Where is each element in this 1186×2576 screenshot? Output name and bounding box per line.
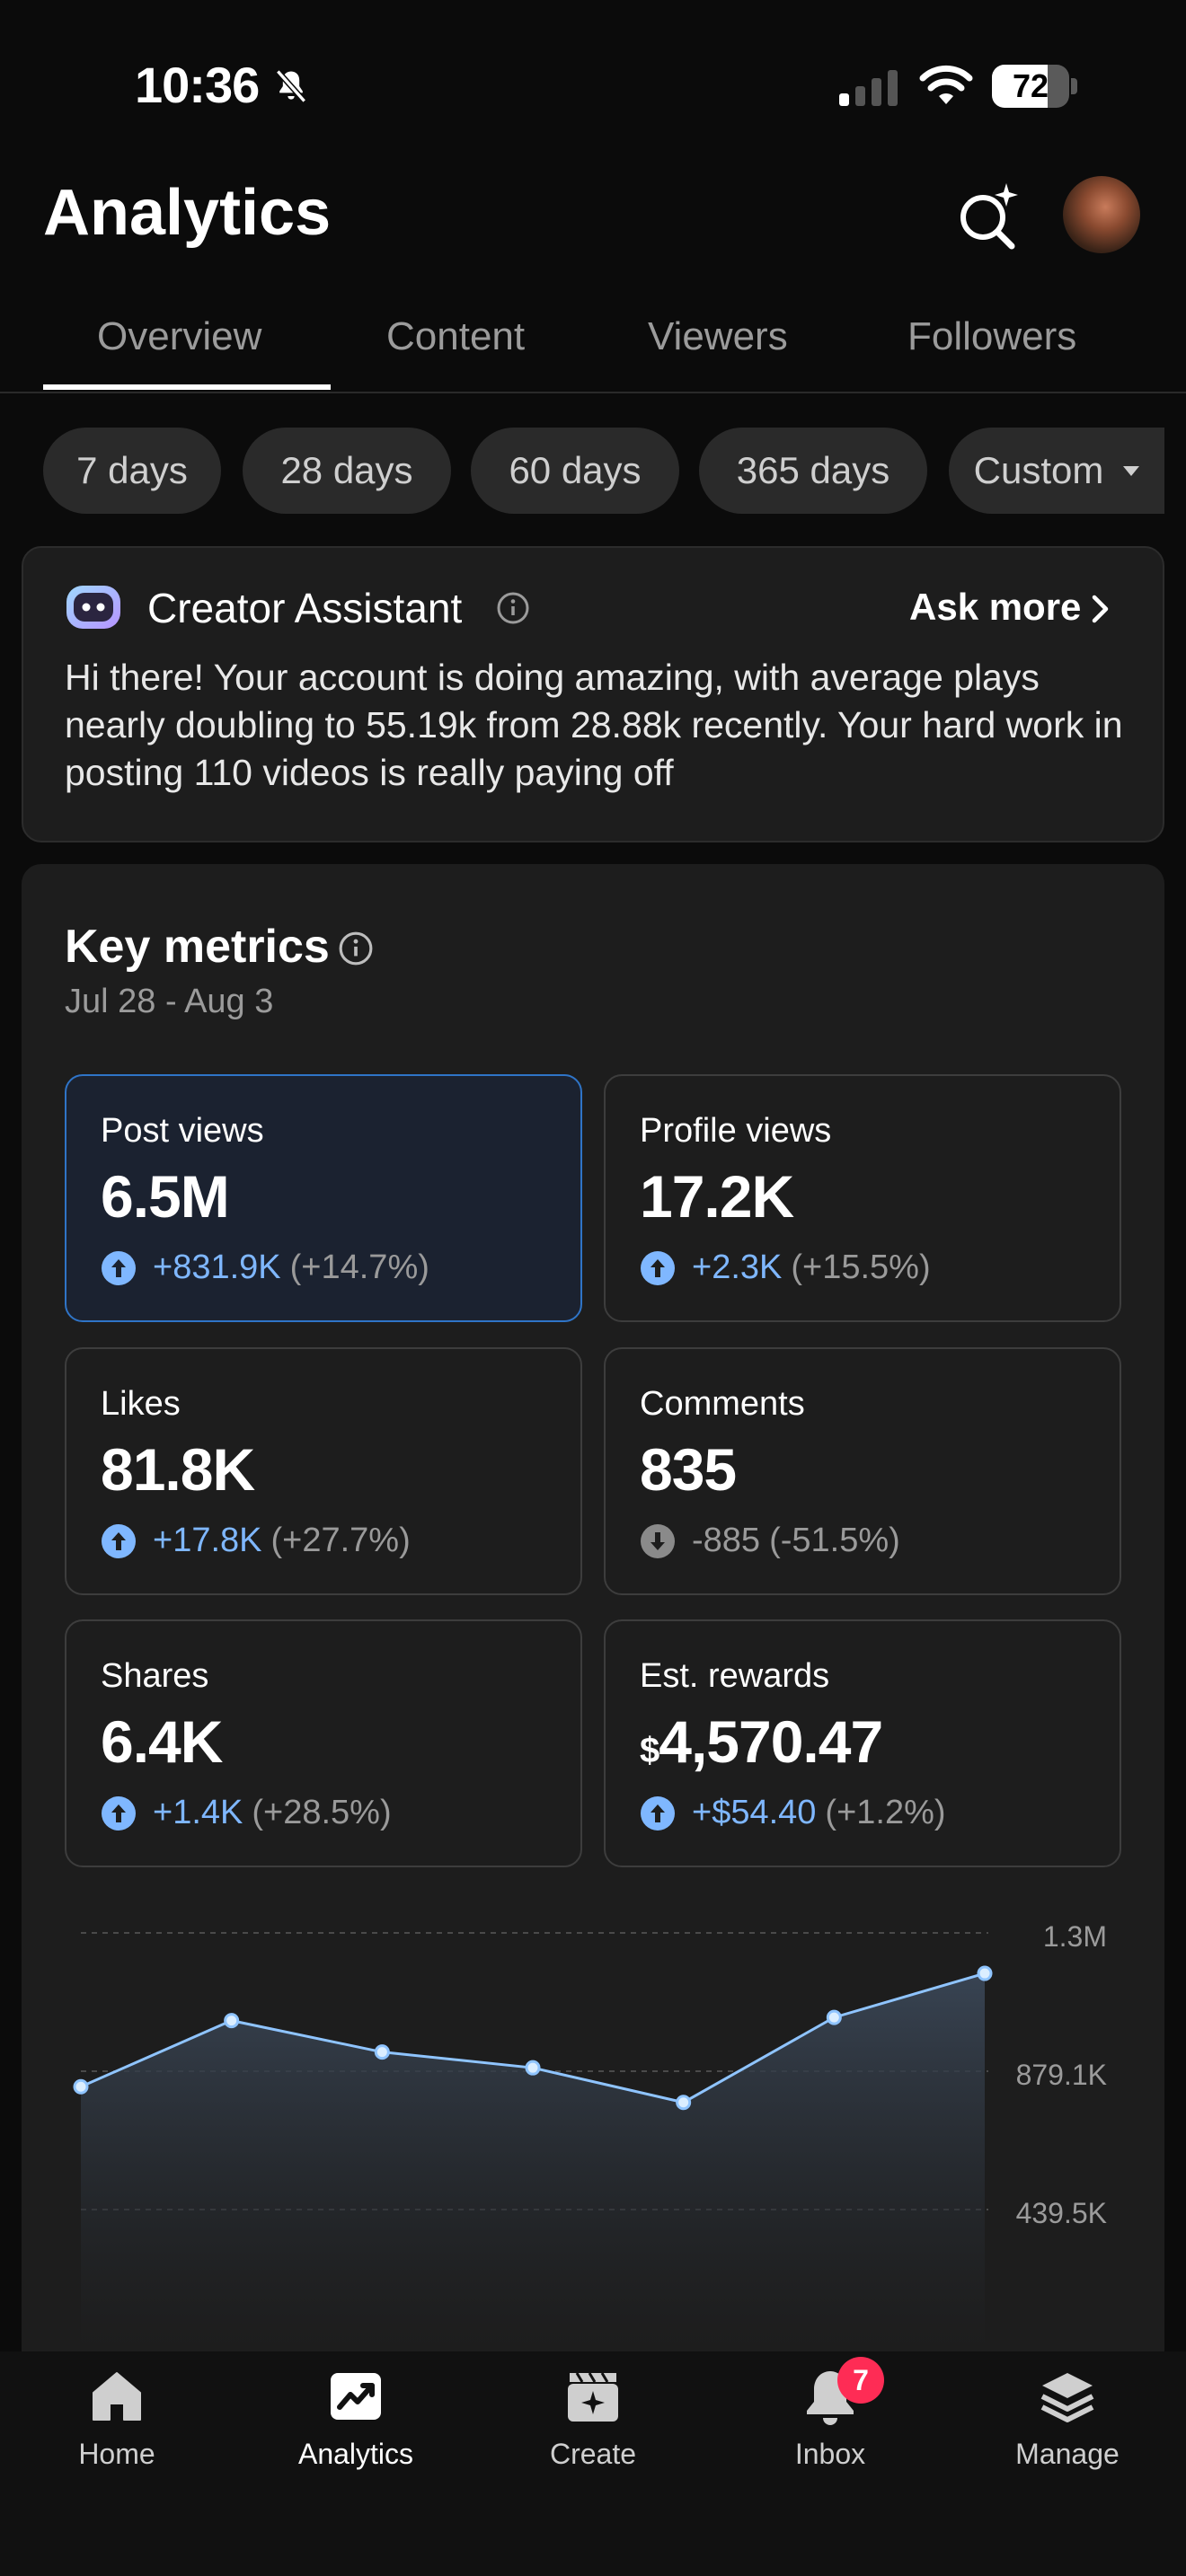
- chart-point[interactable]: [525, 2060, 541, 2076]
- nav-manage[interactable]: Manage: [978, 2368, 1157, 2471]
- creator-assistant-card: [22, 546, 1164, 842]
- post-views-chart: [73, 1932, 993, 2348]
- metric-change: +17.8K (+27.7%): [101, 1522, 411, 1560]
- tab-content[interactable]: Content: [386, 314, 526, 358]
- metric-label: Likes: [101, 1385, 181, 1423]
- metric-label: Profile views: [640, 1112, 832, 1150]
- metric-change: +$54.40 (+1.2%): [640, 1794, 946, 1832]
- info-icon[interactable]: [496, 591, 530, 625]
- metric-card-comments[interactable]: Comments 835 -885 (-51.5%): [604, 1347, 1121, 1595]
- metric-card-est-rewards[interactable]: Est. rewards $4,570.47 +$54.40 (+1.2%): [604, 1619, 1121, 1867]
- metric-value: 6.4K: [101, 1708, 223, 1775]
- y-tick-label: 879.1K: [1015, 2059, 1107, 2091]
- arrow-up-icon: [102, 1523, 136, 1558]
- ai-search-icon[interactable]: [952, 180, 1024, 251]
- nav-label: Manage: [1015, 2438, 1120, 2470]
- chart-point[interactable]: [374, 2044, 390, 2060]
- inbox-badge: 7: [837, 2357, 884, 2404]
- nav-home[interactable]: Home: [27, 2368, 207, 2471]
- chart-point[interactable]: [977, 1965, 993, 1981]
- chart-point[interactable]: [224, 2013, 240, 2029]
- wifi-icon: [919, 65, 973, 104]
- status-time: 10:36: [135, 57, 260, 113]
- assistant-bot-icon: [66, 586, 120, 629]
- chip-60-days[interactable]: 60 days: [471, 428, 679, 514]
- metric-change: +831.9K (+14.7%): [101, 1248, 429, 1287]
- avatar[interactable]: [1063, 176, 1140, 253]
- chip-custom[interactable]: Custom: [949, 428, 1164, 514]
- metric-card-profile-views[interactable]: Profile views 17.2K +2.3K (+15.5%): [604, 1074, 1121, 1322]
- metric-card-shares[interactable]: Shares 6.4K +1.4K (+28.5%): [65, 1619, 582, 1867]
- chevron-right-icon[interactable]: [1089, 593, 1112, 625]
- ask-more-link[interactable]: Ask more: [909, 586, 1082, 628]
- metric-change: +1.4K (+28.5%): [101, 1794, 392, 1832]
- analytics-icon: [331, 2373, 381, 2420]
- metric-label: Shares: [101, 1657, 209, 1695]
- arrow-up-icon: [102, 1795, 136, 1831]
- metric-value: 835: [640, 1436, 737, 1503]
- chart-point[interactable]: [676, 2095, 692, 2111]
- assistant-message: Hi there! Your account is doing amazing,…: [65, 657, 1123, 793]
- metric-card-likes[interactable]: Likes 81.8K +17.8K (+27.7%): [65, 1347, 582, 1595]
- tab-followers[interactable]: Followers: [907, 314, 1077, 358]
- battery-level: 72: [1012, 67, 1049, 104]
- arrow-up-icon: [641, 1795, 675, 1831]
- arrow-up-icon: [102, 1250, 136, 1285]
- assistant-title: Creator Assistant: [147, 585, 463, 631]
- tab-viewers[interactable]: Viewers: [648, 314, 788, 358]
- date-range: Jul 28 - Aug 3: [65, 983, 274, 1020]
- arrow-down-icon: [641, 1523, 675, 1558]
- arrow-up-icon: [641, 1250, 675, 1285]
- chart-point[interactable]: [826, 2009, 842, 2025]
- y-tick-label: 439.5K: [1015, 2197, 1107, 2229]
- manage-icon: [1040, 2373, 1094, 2422]
- tabs-divider: [0, 392, 1186, 393]
- metric-value: 17.2K: [640, 1163, 794, 1230]
- key-metrics-title: Key metrics: [65, 921, 330, 973]
- metric-label: Comments: [640, 1385, 805, 1423]
- info-icon[interactable]: [338, 931, 374, 966]
- nav-analytics[interactable]: Analytics: [266, 2368, 446, 2471]
- home-icon: [93, 2372, 141, 2421]
- nav-inbox[interactable]: Inbox: [740, 2368, 920, 2471]
- nav-label: Create: [549, 2438, 637, 2470]
- chip-365-days[interactable]: 365 days: [699, 428, 927, 514]
- metric-card-post-views[interactable]: Post views 6.5M +831.9K (+14.7%): [65, 1074, 582, 1322]
- metric-change: -885 (-51.5%): [640, 1522, 900, 1560]
- chart-point[interactable]: [73, 2078, 89, 2095]
- metric-value: 81.8K: [101, 1436, 255, 1503]
- metric-label: Post views: [101, 1112, 264, 1150]
- page-title: Analytics: [43, 177, 332, 249]
- chip-28-days[interactable]: 28 days: [243, 428, 451, 514]
- tab-overview[interactable]: Overview: [97, 314, 262, 358]
- chevron-down-icon: [1123, 465, 1140, 476]
- chart-area-fill: [81, 1973, 985, 2348]
- metric-value: $4,570.47: [640, 1708, 883, 1775]
- create-icon: [568, 2372, 618, 2422]
- battery-indicator: 72: [992, 65, 1078, 108]
- metric-label: Est. rewards: [640, 1657, 830, 1695]
- nav-create[interactable]: Create: [503, 2368, 683, 2471]
- currency-symbol: $: [640, 1731, 659, 1770]
- metric-change: +2.3K (+15.5%): [640, 1248, 931, 1287]
- nav-label: Home: [78, 2438, 155, 2470]
- chip-7-days[interactable]: 7 days: [43, 428, 221, 514]
- y-tick-label: 1.3M: [1042, 1920, 1107, 1953]
- silent-bell-icon: [275, 69, 307, 103]
- metric-value: 6.5M: [101, 1163, 230, 1230]
- cellular-signal-icon: [839, 66, 898, 106]
- active-tab-indicator: [43, 384, 331, 390]
- nav-label: Analytics: [297, 2438, 414, 2470]
- nav-label: Inbox: [794, 2438, 866, 2470]
